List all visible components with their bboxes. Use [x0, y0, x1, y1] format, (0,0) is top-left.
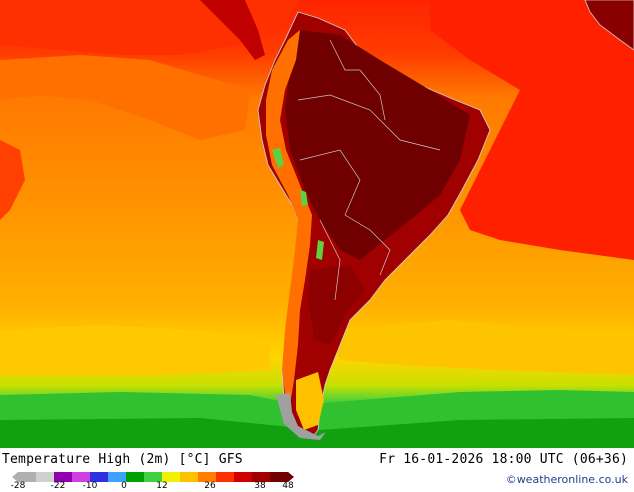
forecast-datetime: Fr 16-01-2026 18:00 UTC (06+36) — [379, 452, 628, 467]
legend-swatch — [162, 472, 181, 482]
legend-tick: 12 — [156, 481, 168, 491]
country-borders — [297, 39, 441, 301]
west-red-patch — [0, 140, 25, 220]
interior-hot-core — [285, 30, 470, 260]
tierra-del-fuego — [276, 393, 326, 440]
legend-tick-labels: -28 -22 -10 0 12 26 38 48 — [0, 482, 320, 492]
southern-dark-green — [0, 418, 634, 448]
andes-green-patches — [272, 148, 324, 260]
legend-swatch — [126, 472, 145, 482]
legend-tick: -22 — [50, 481, 66, 491]
legend-tick: 0 — [121, 481, 127, 491]
legend-swatch — [216, 472, 235, 482]
legend-swatch — [198, 472, 217, 482]
andes-cool-strip — [266, 30, 312, 405]
pacific-orange-patch — [0, 55, 250, 140]
legend-arrow-right — [288, 472, 294, 482]
legend-swatch — [18, 472, 37, 482]
africa-landmass — [584, 0, 634, 51]
temperature-map — [0, 0, 634, 448]
color-legend-bar — [12, 472, 294, 482]
south-pacific-band — [0, 325, 270, 375]
legend-swatch — [234, 472, 253, 482]
legend-swatch — [144, 472, 163, 482]
patagonia-yellow — [296, 372, 324, 430]
legend-arrow-left — [12, 472, 18, 482]
legend-tick: 48 — [282, 481, 294, 491]
map-footer: Temperature High (2m) [°C] GFS Fr 16-01-… — [0, 448, 634, 492]
legend-swatch — [72, 472, 91, 482]
legend-tick: -28 — [10, 481, 26, 491]
legend-tick: 38 — [254, 481, 266, 491]
legend-swatch — [36, 472, 55, 482]
map-title: Temperature High (2m) [°C] GFS — [2, 452, 243, 467]
legend-swatch — [108, 472, 127, 482]
legend-swatch — [252, 472, 271, 482]
credit-link[interactable]: ©weatheronline.co.uk — [505, 473, 628, 486]
atlantic-warm-zone — [430, 0, 634, 260]
south-atlantic-band — [330, 320, 634, 375]
central-america — [200, 0, 265, 60]
pampas-hot — [308, 265, 365, 345]
legend-tick: 26 — [204, 481, 216, 491]
legend-swatch — [270, 472, 289, 482]
legend-swatch — [180, 472, 199, 482]
legend-swatch — [54, 472, 73, 482]
legend-swatch — [90, 472, 109, 482]
legend-tick: -10 — [82, 481, 98, 491]
